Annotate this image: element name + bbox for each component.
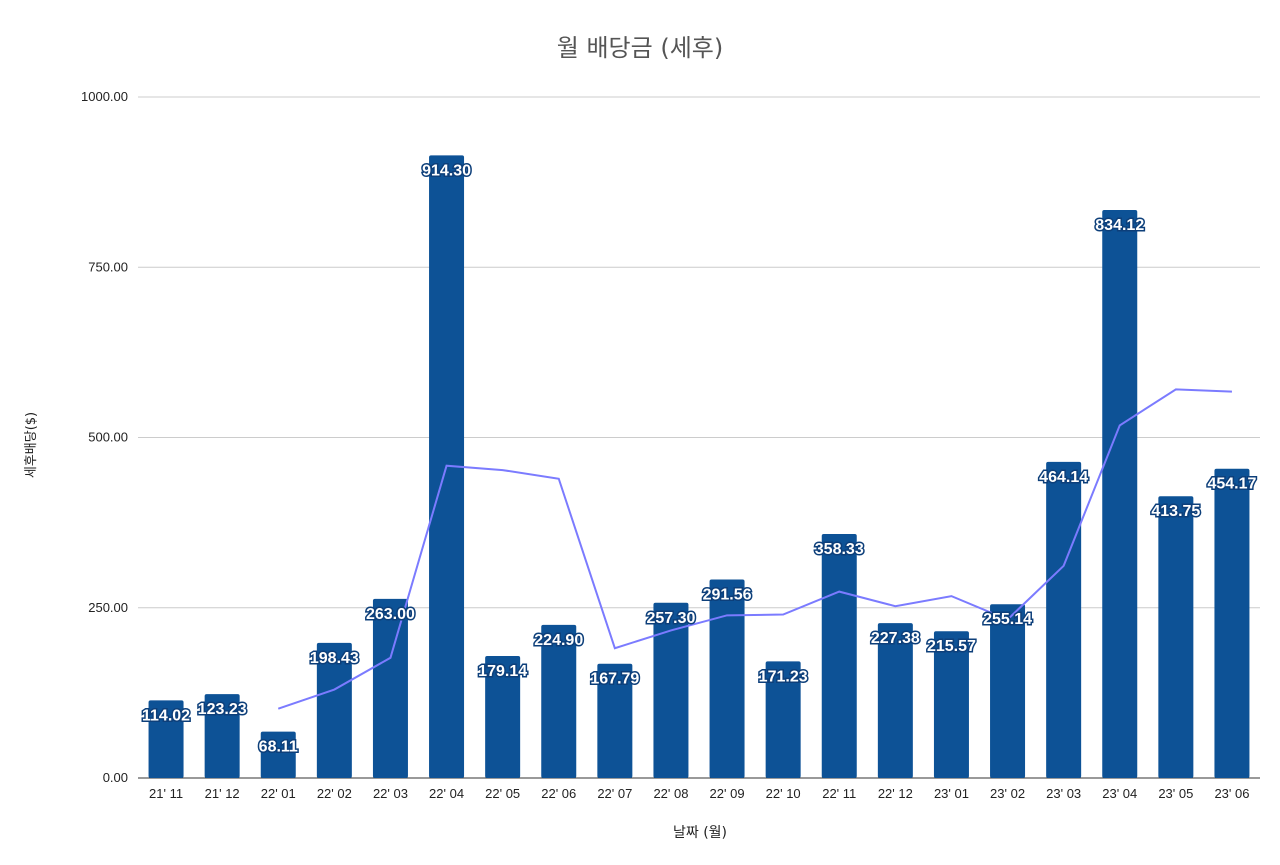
- x-tick-label: 22' 03: [373, 786, 408, 801]
- bar: [1158, 496, 1194, 778]
- x-tick-label: 23' 03: [1046, 786, 1081, 801]
- data-label: 167.79: [590, 671, 639, 688]
- data-label: 834.12: [1095, 217, 1144, 234]
- x-tick-label: 22' 01: [261, 786, 296, 801]
- bar: [1046, 461, 1082, 778]
- bar: [765, 661, 801, 778]
- data-label: 255.14: [983, 611, 1032, 628]
- bar: [653, 602, 689, 778]
- y-tick-label: 750.00: [88, 259, 128, 274]
- y-tick-label: 500.00: [88, 430, 128, 445]
- bar: [372, 598, 408, 778]
- data-label: 123.23: [198, 701, 247, 718]
- data-label: 179.14: [478, 663, 527, 680]
- x-tick-label: 22' 07: [597, 786, 632, 801]
- data-label: 454.17: [1207, 476, 1256, 493]
- data-label: 257.30: [646, 610, 695, 627]
- bar: [148, 700, 184, 778]
- x-tick-label: 22' 09: [710, 786, 745, 801]
- x-tick-label: 22' 08: [653, 786, 688, 801]
- bar: [204, 694, 240, 778]
- bar: [821, 533, 857, 778]
- data-label: 914.30: [422, 162, 471, 179]
- data-label: 464.14: [1039, 469, 1088, 486]
- bar: [597, 663, 633, 778]
- bar: [485, 656, 521, 778]
- x-tick-label: 22' 12: [878, 786, 913, 801]
- bar: [990, 604, 1026, 778]
- bar: [877, 623, 913, 778]
- data-label: 114.02: [142, 707, 190, 724]
- bar: [1102, 209, 1138, 778]
- line-series: [277, 388, 1232, 710]
- x-tick-label: 22' 05: [485, 786, 520, 801]
- x-tick-label: 22' 04: [429, 786, 464, 801]
- data-label: 227.38: [871, 630, 920, 647]
- x-tick-label: 22' 10: [766, 786, 801, 801]
- data-label: 68.11: [259, 739, 298, 756]
- data-label: 291.56: [703, 586, 752, 603]
- x-tick-label: 23' 02: [990, 786, 1025, 801]
- bar: [1214, 468, 1250, 778]
- data-label: 198.43: [310, 650, 359, 667]
- x-tick-label: 23' 05: [1158, 786, 1193, 801]
- data-label: 171.23: [759, 668, 808, 685]
- bar: [260, 731, 296, 778]
- x-tick-label: 23' 06: [1214, 786, 1249, 801]
- data-label: 224.90: [534, 632, 583, 649]
- x-axis-label: 날짜 (월): [672, 825, 727, 841]
- bar: [709, 579, 745, 778]
- x-tick-label: 23' 04: [1102, 786, 1137, 801]
- bar: [933, 631, 969, 778]
- y-tick-label: 250.00: [88, 600, 128, 615]
- x-tick-label: 21' 11: [149, 786, 183, 801]
- y-tick-label: 1000.00: [81, 89, 128, 104]
- bar: [541, 624, 577, 778]
- x-tick-label: 22' 11: [822, 786, 856, 801]
- data-label: 358.33: [815, 541, 864, 558]
- x-tick-label: 23' 01: [934, 786, 969, 801]
- x-tick-label: 21' 12: [205, 786, 240, 801]
- x-tick-label: 22' 02: [317, 786, 352, 801]
- y-tick-label: 0.00: [103, 770, 128, 785]
- data-label: 263.00: [366, 606, 415, 623]
- data-label: 215.57: [927, 638, 976, 655]
- bar: [316, 642, 352, 778]
- data-label: 413.75: [1151, 503, 1200, 520]
- x-tick-label: 22' 06: [541, 786, 576, 801]
- chart-title: 월 배당금 (세후): [556, 34, 724, 62]
